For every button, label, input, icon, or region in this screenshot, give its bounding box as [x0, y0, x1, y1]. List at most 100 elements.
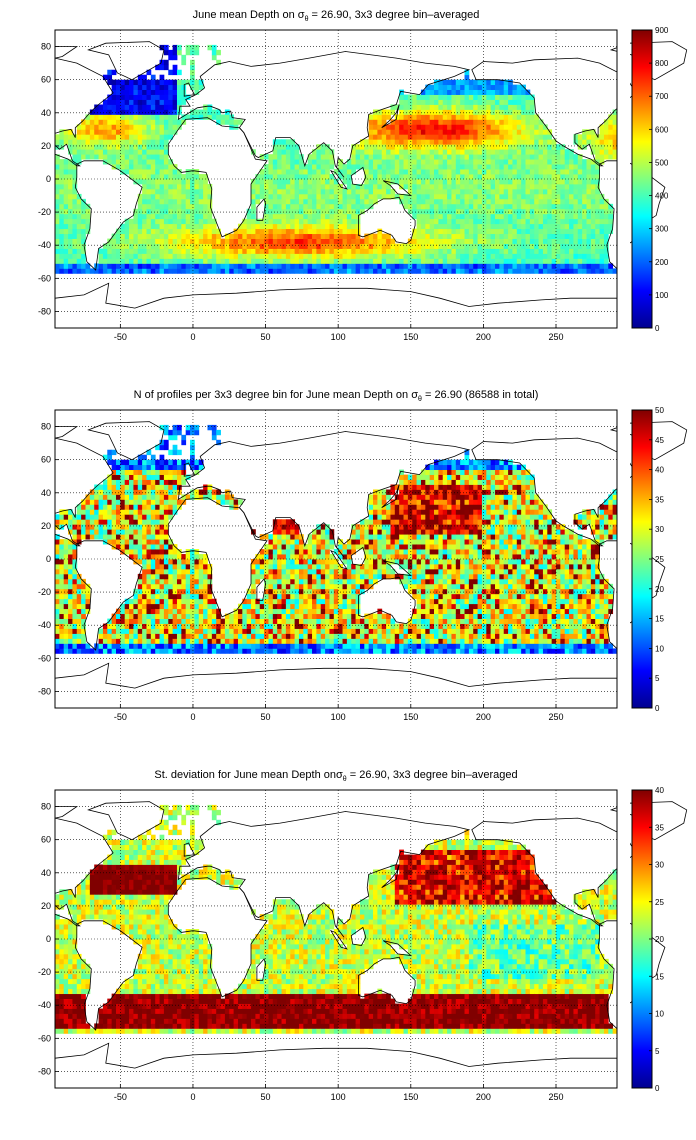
heatmap-cell [163, 469, 169, 475]
heatmap-cell [68, 509, 73, 515]
heatmap-cell [59, 183, 65, 190]
heatmap-cell [233, 608, 239, 615]
heatmap-cell [420, 258, 426, 264]
heatmap-cell [325, 263, 330, 269]
heatmap-cell [573, 174, 579, 180]
heatmap-cell [94, 124, 99, 130]
heatmap-cell [285, 233, 291, 239]
heatmap-cell [399, 104, 404, 110]
heatmap-cell [63, 129, 69, 135]
heatmap-cell [595, 179, 600, 185]
heatmap-cell [259, 268, 265, 274]
heatmap-cell [538, 208, 544, 215]
heatmap-cell [181, 494, 187, 500]
heatmap-cell [120, 258, 126, 264]
heatmap-cell [203, 263, 208, 269]
heatmap-cell [490, 84, 496, 90]
heatmap-cell [137, 469, 143, 475]
heatmap-cell [251, 628, 256, 634]
heatmap-cell [120, 134, 126, 140]
heatmap-cell [137, 203, 143, 210]
heatmap-cell [429, 104, 435, 110]
heatmap-cell [55, 193, 60, 200]
heatmap-cell [142, 484, 147, 490]
heatmap-cell [290, 263, 296, 269]
y-tick-label: 0 [46, 174, 51, 184]
heatmap-cell [255, 608, 261, 615]
heatmap-cell [481, 104, 487, 110]
heatmap-cell [55, 268, 60, 274]
heatmap-cell [216, 499, 221, 505]
heatmap-cell [481, 154, 487, 160]
heatmap-cell [316, 188, 322, 195]
heatmap-cell [307, 238, 313, 244]
heatmap-cell [503, 94, 509, 100]
heatmap-cell [490, 198, 496, 205]
heatmap-cell [595, 263, 600, 269]
heatmap-cell [434, 139, 439, 145]
heatmap-cell [508, 134, 513, 140]
heatmap-cell [190, 603, 195, 610]
heatmap-cell [190, 623, 195, 629]
heatmap-cell [163, 243, 169, 249]
heatmap-cell [107, 459, 113, 466]
heatmap-cell [142, 258, 147, 264]
heatmap-cell [55, 208, 60, 215]
heatmap-cell [155, 573, 160, 580]
heatmap-cell [503, 193, 509, 200]
heatmap-cell [316, 218, 322, 225]
heatmap-cell [460, 203, 465, 210]
heatmap-cell [272, 648, 278, 654]
heatmap-cell [155, 499, 160, 505]
heatmap-cell [251, 268, 256, 274]
heatmap-cell [142, 469, 147, 475]
heatmap-cell [168, 563, 174, 570]
heatmap-cell [368, 119, 374, 125]
heatmap-cell [55, 154, 60, 160]
heatmap-cell [229, 258, 235, 264]
heatmap-cell [155, 563, 160, 570]
heatmap-cell [442, 218, 448, 225]
heatmap-cell [85, 608, 91, 615]
heatmap-cell [129, 603, 134, 610]
y-tick-label: 20 [41, 141, 51, 151]
heatmap-cell [329, 238, 335, 244]
heatmap-cell [542, 169, 548, 175]
heatmap-cell [499, 79, 505, 86]
heatmap-cell [468, 149, 474, 155]
heatmap-cell [102, 489, 108, 495]
heatmap-cell [281, 213, 287, 220]
heatmap-cell [137, 559, 143, 565]
heatmap-cell [246, 238, 252, 244]
heatmap-cell [111, 519, 117, 525]
heatmap-cell [237, 643, 243, 649]
heatmap-cell [124, 544, 130, 550]
heatmap-cell [224, 494, 230, 500]
heatmap-cell [394, 263, 400, 269]
heatmap-cell [111, 633, 117, 639]
heatmap-cell [381, 139, 387, 145]
heatmap-cell [298, 198, 304, 205]
heatmap-cell [525, 253, 531, 259]
heatmap-cell [481, 129, 487, 135]
heatmap-cell [503, 213, 509, 220]
heatmap-cell [525, 174, 531, 180]
heatmap-cell [168, 449, 174, 456]
heatmap-cell [608, 228, 614, 235]
heatmap-cell [268, 559, 274, 565]
heatmap-cell [290, 228, 296, 235]
heatmap-cell [486, 188, 492, 195]
heatmap-cell [172, 444, 178, 451]
heatmap-cell [455, 124, 461, 130]
heatmap-cell [68, 643, 73, 649]
heatmap-cell [455, 144, 461, 150]
heatmap-cell [595, 149, 600, 155]
heatmap-cell [150, 263, 156, 269]
heatmap-cell [159, 563, 165, 570]
heatmap-cell [373, 164, 378, 170]
heatmap-cell [181, 464, 187, 470]
heatmap-cell [115, 238, 121, 244]
y-tick-label: -80 [38, 306, 51, 316]
heatmap-cell [351, 218, 357, 225]
heatmap-cell [564, 198, 570, 205]
